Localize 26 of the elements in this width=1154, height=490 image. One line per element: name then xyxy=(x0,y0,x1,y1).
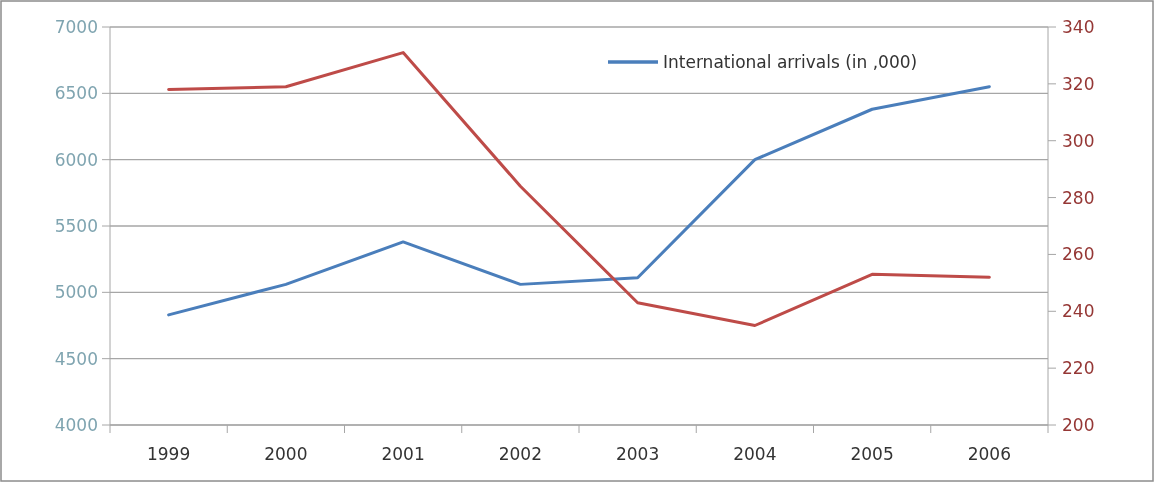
y-tick-label: 6000 xyxy=(54,149,98,170)
line-series xyxy=(167,85,991,317)
y-tick-label: 6500 xyxy=(54,83,98,104)
x-tick-label: 2000 xyxy=(264,444,308,464)
y2-tick-label: 300 xyxy=(1062,130,1095,151)
y-tick-label: 5000 xyxy=(54,282,98,303)
x-tick-label: 2001 xyxy=(381,444,425,464)
x-tick-label: 2005 xyxy=(850,444,894,464)
y-tick-label: 4000 xyxy=(54,414,98,435)
y-tick-label: 4500 xyxy=(54,348,98,369)
y2-tick-label: 200 xyxy=(1062,414,1095,435)
x-tick-label: 2003 xyxy=(615,444,660,464)
x-tick-label: 2004 xyxy=(733,444,777,464)
y2-tick-label: 280 xyxy=(1062,187,1095,208)
y2-tick-label: 340 xyxy=(1062,16,1095,37)
line-series xyxy=(167,51,991,327)
y-tick-label: 7000 xyxy=(54,16,98,37)
x-tick-label: 2002 xyxy=(498,444,543,464)
y2-tick-label: 240 xyxy=(1062,301,1095,322)
y2-tick-label: 320 xyxy=(1062,73,1095,94)
y-tick-label: 5500 xyxy=(54,215,98,236)
y2-tick-label: 260 xyxy=(1062,244,1095,265)
y2-tick-label: 220 xyxy=(1062,358,1095,379)
x-tick-label: 2006 xyxy=(967,444,1012,464)
legend-label: International arrivals (in ,000) xyxy=(663,51,918,72)
x-tick-label: 1999 xyxy=(146,444,191,464)
